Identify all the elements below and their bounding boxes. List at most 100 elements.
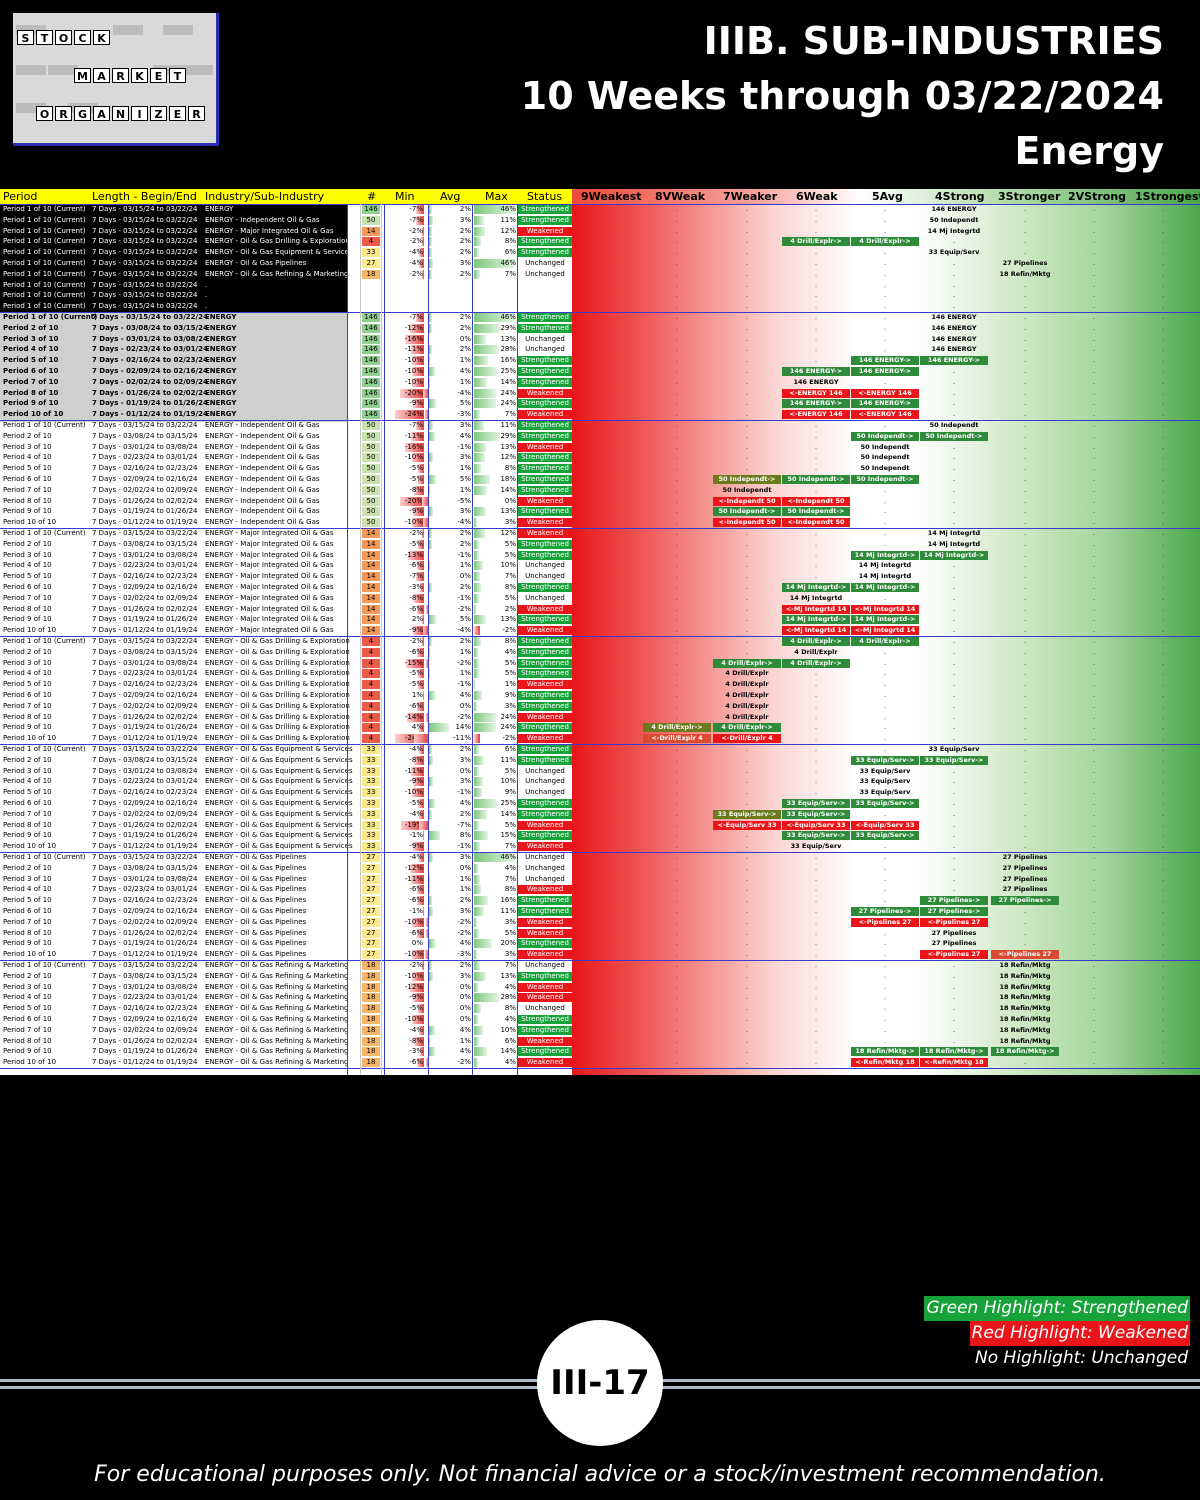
row-industry: ENERGY - Oil & Gas Pipelines: [205, 928, 307, 937]
min-bar: [421, 237, 424, 247]
row-period: Period 10 of 10: [3, 410, 64, 419]
column-dot: .: [1161, 626, 1165, 635]
column-dot: .: [883, 593, 887, 602]
min-bar: [414, 485, 424, 495]
column-dot: .: [1092, 485, 1096, 494]
column-line: [428, 204, 429, 1075]
row-industry: ENERGY - Oil & Gas Drilling & Exploratio…: [205, 701, 350, 710]
row-status: Strengthened: [518, 550, 572, 560]
column-dot: .: [675, 237, 679, 246]
row-industry: ENERGY: [205, 205, 234, 213]
column-dot: .: [1023, 550, 1027, 559]
column-dot: .: [814, 313, 818, 321]
row-industry: ENERGY - Oil & Gas Pipelines: [205, 259, 307, 267]
row-max: 24%: [500, 712, 516, 721]
column-dot: .: [1161, 971, 1165, 980]
min-bar: [410, 874, 424, 884]
row-avg: 0%: [459, 993, 471, 1002]
column-dot: .: [1023, 766, 1027, 775]
row-status: Strengthened: [518, 367, 572, 376]
avg-bar: [429, 831, 441, 841]
column-dot: .: [814, 291, 818, 300]
column-dot: .: [675, 604, 679, 613]
title-line-1: IIIB. SUB-INDUSTRIES: [703, 19, 1164, 63]
column-dot: .: [675, 377, 679, 386]
avg-bar: [429, 799, 435, 808]
column-dot: .: [1023, 928, 1027, 937]
row-count: 50: [362, 431, 380, 441]
row-min: -10%: [404, 950, 423, 959]
column-dot: .: [1023, 205, 1027, 213]
column-dot: .: [1161, 302, 1165, 311]
column-dot: .: [952, 885, 956, 894]
row-max: 11%: [500, 907, 516, 915]
column-dot: .: [952, 205, 956, 213]
column-dot: .: [814, 453, 818, 462]
column-dot: .: [883, 993, 887, 1002]
header-avg: Avg: [440, 190, 461, 203]
row-range: 7 Days - 03/15/24 to 03/22/24: [92, 205, 198, 213]
column-dot: .: [883, 442, 887, 451]
column-dot: .: [814, 421, 818, 429]
row-status: Weakened: [518, 496, 572, 506]
column-dot: .: [952, 842, 956, 851]
logo-background-tile: [16, 103, 46, 113]
row-range: 7 Days - 01/12/24 to 01/19/24: [92, 518, 198, 527]
column-dot: .: [814, 907, 818, 915]
row-industry: ENERGY - Oil & Gas Drilling & Exploratio…: [205, 237, 350, 246]
row-min: -10%: [404, 356, 423, 365]
column-dot: .: [675, 971, 679, 980]
column-dot: .: [1023, 863, 1027, 872]
column-dot: .: [883, 291, 887, 300]
column-dot: .: [675, 410, 679, 419]
column-dot: .: [675, 907, 679, 915]
strength-label: 50 Independt->: [851, 475, 919, 484]
row-period: Period 8 of 10: [3, 496, 52, 505]
row-industry: ENERGY - Independent Oil & Gas: [205, 421, 320, 429]
row-period: Period 1 of 10 (Current): [3, 259, 86, 267]
column-dot: .: [952, 475, 956, 483]
max-bar: [474, 593, 479, 603]
column-dot: .: [952, 799, 956, 807]
min-bar: [416, 896, 424, 906]
column-dot: .: [1023, 280, 1027, 289]
max-bar: [474, 248, 480, 258]
row-min: -2%: [409, 237, 423, 246]
title-line-2: 10 Weeks through 03/22/2024: [520, 74, 1164, 118]
column-dot: .: [952, 1015, 956, 1023]
column-dot: .: [883, 982, 887, 991]
column-dot: .: [883, 453, 887, 462]
column-dot: .: [1161, 237, 1165, 246]
row-min: -4%: [409, 745, 423, 753]
max-bar: [474, 896, 489, 906]
max-bar: [474, 507, 486, 517]
row-min: -7%: [409, 421, 423, 429]
section-separator: [0, 312, 1200, 313]
column-dot: .: [606, 1047, 610, 1056]
column-dot: .: [675, 507, 679, 516]
row-count: 146: [362, 205, 380, 214]
column-dot: .: [745, 313, 749, 321]
strength-label: 146 ENERGY->: [920, 356, 988, 366]
table-row: Period 9 of 10 7 Days - 01/19/24 to 01/26…: [0, 938, 1200, 949]
column-dot: .: [1092, 453, 1096, 462]
row-period: Period 1 of 10 (Current): [3, 226, 86, 235]
logo-background-tile: [48, 65, 78, 75]
row-status: Strengthened: [518, 205, 572, 214]
row-min: -5%: [409, 539, 423, 548]
table-row: Period 2 of 10 7 Days - 03/08/24 to 03/15…: [0, 323, 1200, 334]
column-dot: .: [675, 982, 679, 991]
page-number-badge: III-17: [537, 1320, 663, 1446]
row-avg: 3%: [459, 215, 471, 224]
table-row: Period 4 of 10 7 Days - 02/23/24 to 03/01…: [0, 560, 1200, 571]
column-dot: .: [1023, 1058, 1027, 1067]
column-dot: .: [745, 377, 749, 386]
row-status: Weakened: [518, 712, 572, 722]
row-industry: ENERGY - Oil & Gas Equipment & Services: [205, 842, 353, 851]
column-dot: .: [952, 313, 956, 321]
column-dot: .: [745, 431, 749, 440]
row-count: 4: [362, 637, 380, 646]
avg-bar: [429, 345, 432, 355]
row-industry: .: [205, 302, 208, 311]
column-dot: .: [606, 593, 610, 602]
